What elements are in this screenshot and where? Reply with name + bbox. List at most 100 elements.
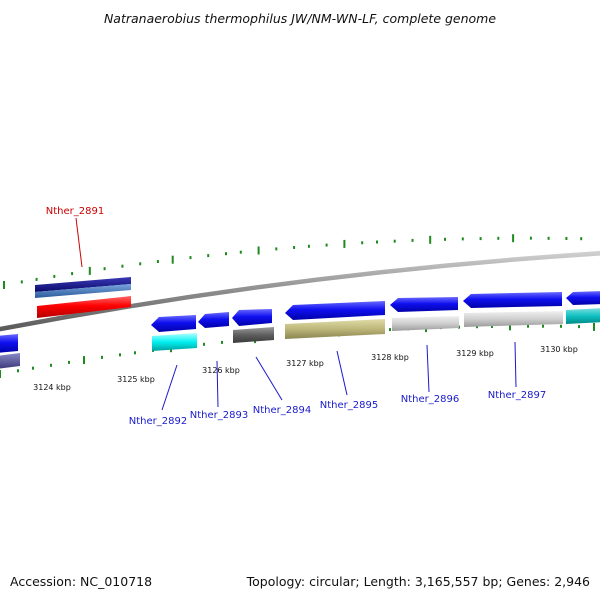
gene-track-lightgray	[464, 311, 563, 327]
gene-track-lightgray	[392, 316, 459, 331]
minor-tick	[103, 267, 106, 271]
gene-track-red[interactable]	[37, 296, 131, 318]
minor-tick	[239, 250, 242, 254]
major-tick	[593, 322, 595, 331]
scale-label: 3130 kbp	[540, 345, 578, 354]
callout-line	[216, 360, 219, 408]
genome-summary-text: Topology: circular; Length: 3,165,557 bp…	[246, 574, 590, 589]
minor-tick	[119, 353, 121, 357]
gene-arrow-blue	[198, 312, 229, 328]
minor-tick	[547, 236, 550, 240]
gene-arrow-blue	[232, 309, 272, 326]
gene-label-nther-2892[interactable]: Nther_2892	[129, 416, 187, 427]
minor-tick	[560, 324, 562, 328]
minor-tick	[225, 252, 227, 256]
major-tick	[343, 239, 346, 248]
gene-nther-2896[interactable]	[390, 297, 459, 331]
minor-tick	[580, 237, 583, 241]
minor-tick	[156, 260, 159, 263]
gene-arrow-blue	[151, 315, 196, 332]
gene-partial-left[interactable]	[0, 334, 20, 369]
gene-label-nther-2894[interactable]: Nther_2894	[253, 405, 311, 416]
minor-tick	[376, 240, 378, 244]
gene-label-nther-2896[interactable]: Nther_2896	[401, 394, 459, 405]
gene-nther-2897[interactable]	[463, 292, 563, 327]
gene-label-nther-2895[interactable]: Nther_2895	[320, 400, 378, 411]
minor-tick	[189, 256, 192, 260]
callout-line	[514, 341, 517, 388]
minor-tick	[497, 236, 500, 240]
gene-track-cyan	[152, 333, 197, 351]
callout-line	[426, 344, 430, 393]
scale-label: 3124 kbp	[33, 383, 71, 392]
major-tick	[171, 255, 174, 264]
minor-tick	[578, 325, 580, 329]
gene-nther-2893[interactable]	[198, 312, 229, 328]
gene-track-steel	[35, 284, 131, 298]
minor-tick	[529, 236, 532, 240]
gene-nther-2892[interactable]	[151, 315, 197, 351]
major-tick	[83, 356, 85, 365]
minor-tick	[121, 264, 124, 268]
gene-nther-2894[interactable]	[232, 309, 274, 343]
gene-label-nther-2897[interactable]: Nther_2897	[488, 390, 546, 401]
minor-tick	[542, 324, 544, 328]
minor-tick	[50, 363, 52, 367]
minor-tick	[461, 237, 464, 241]
minor-tick	[32, 366, 34, 370]
major-tick	[3, 281, 5, 289]
minor-tick	[565, 237, 568, 240]
minor-tick	[476, 325, 478, 329]
major-tick	[509, 322, 511, 331]
major-tick	[429, 235, 432, 244]
minor-tick	[293, 246, 296, 249]
minor-tick	[20, 280, 23, 284]
minor-tick	[444, 237, 446, 241]
minor-tick	[101, 355, 103, 359]
minor-tick	[68, 360, 70, 364]
minor-tick	[207, 254, 210, 258]
gene-track-teal	[566, 308, 600, 324]
minor-tick	[527, 324, 529, 328]
minor-tick	[307, 244, 310, 248]
gene-label-nther-2893[interactable]: Nther_2893	[190, 410, 248, 421]
minor-tick	[491, 325, 493, 328]
minor-tick	[139, 262, 142, 266]
scale-label: 3128 kbp	[371, 353, 409, 362]
minor-tick	[479, 237, 482, 241]
gene-partial-right[interactable]	[566, 291, 600, 324]
scale-labels: 3124 kbp 3125 kbp 3126 kbp 3127 kbp 3128…	[33, 345, 578, 392]
minor-tick	[389, 328, 391, 332]
major-tick	[512, 234, 515, 243]
gene-track-slate	[0, 353, 20, 369]
callout-line	[255, 356, 283, 401]
gene-label-nther-2891[interactable]: Nther_2891	[46, 206, 104, 217]
minor-tick	[53, 274, 56, 278]
gene-track-olive	[285, 319, 385, 339]
minor-tick	[203, 342, 205, 346]
minor-tick	[393, 239, 396, 243]
minor-tick	[35, 277, 38, 281]
minor-tick	[411, 238, 414, 242]
callout-line	[336, 350, 348, 396]
map-title: Natranaerobius thermophilus JW/NM-WN-LF,…	[104, 11, 496, 26]
minor-tick	[325, 243, 328, 247]
minor-tick	[275, 247, 278, 251]
gene-track-navy	[35, 277, 131, 292]
major-tick	[88, 266, 91, 275]
scale-label: 3127 kbp	[286, 359, 324, 368]
gene-arrow-blue	[390, 297, 458, 312]
accession-text: Accession: NC_010718	[10, 574, 152, 589]
minor-tick	[221, 340, 223, 344]
minor-tick	[361, 241, 364, 245]
callout-line	[75, 217, 83, 268]
gene-nther-2895[interactable]	[285, 301, 385, 339]
scale-label: 3125 kbp	[117, 375, 155, 384]
scale-label: 3129 kbp	[456, 349, 494, 358]
genome-backbone	[0, 251, 600, 332]
gene-nther-2891[interactable]	[35, 277, 131, 318]
gene-labels: Nther_2891 Nther_2892 Nther_2893 Nther_2…	[46, 206, 546, 427]
gene-track-darkgray	[233, 327, 274, 343]
major-tick	[0, 370, 1, 378]
scale-label: 3126 kbp	[202, 366, 240, 375]
